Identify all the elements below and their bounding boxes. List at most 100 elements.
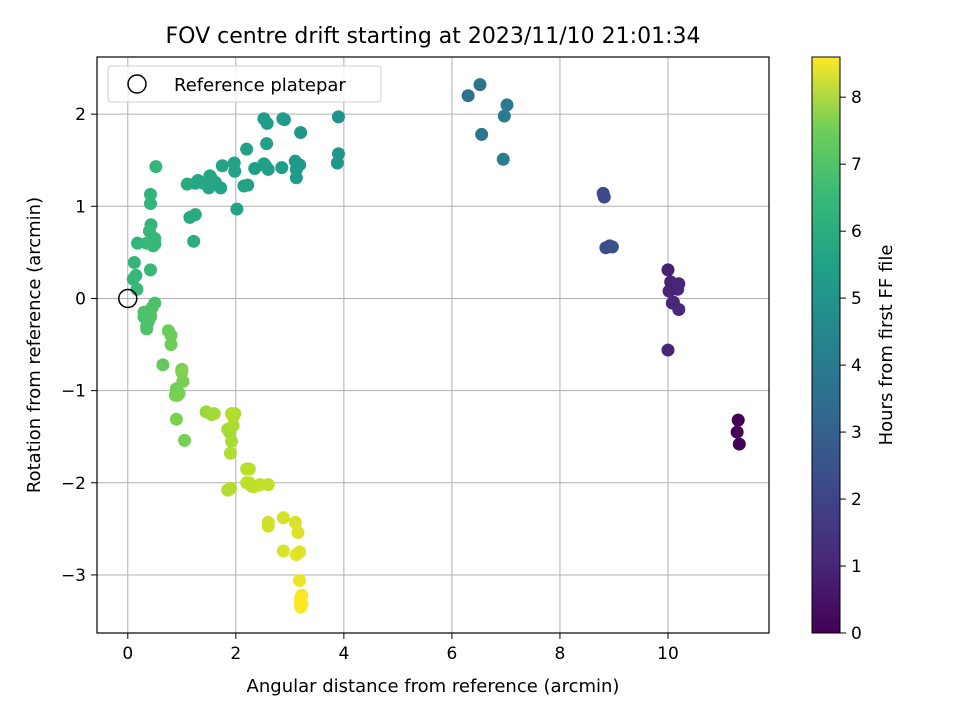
legend-box bbox=[107, 65, 382, 103]
data-point bbox=[661, 343, 675, 357]
colorbar-tick-label: 1 bbox=[851, 557, 862, 577]
data-point bbox=[242, 462, 256, 476]
data-point bbox=[731, 413, 745, 427]
x-tick-label: 8 bbox=[555, 644, 566, 664]
y-tick-label: −3 bbox=[61, 566, 86, 586]
y-axis: −3 −2 −1 0 1 2 bbox=[61, 105, 97, 586]
data-point bbox=[226, 409, 240, 423]
y-axis-label: Rotation from reference (arcmin) bbox=[24, 197, 45, 493]
colorbar-ticks: 0 1 2 3 4 5 6 7 8 bbox=[840, 88, 862, 644]
data-point bbox=[180, 177, 194, 191]
legend-entry: Reference platepar bbox=[174, 75, 346, 96]
data-point bbox=[330, 156, 344, 170]
data-point bbox=[662, 284, 676, 298]
data-point bbox=[289, 171, 303, 185]
colorbar-tick-label: 7 bbox=[851, 155, 862, 175]
data-point bbox=[188, 208, 202, 222]
data-point bbox=[131, 236, 145, 250]
data-point bbox=[294, 591, 308, 605]
data-point bbox=[260, 137, 274, 151]
data-point bbox=[164, 338, 178, 352]
data-point bbox=[226, 419, 240, 433]
data-point bbox=[240, 142, 254, 156]
colorbar-tick-label: 2 bbox=[851, 490, 862, 510]
data-point bbox=[294, 600, 308, 614]
y-tick-label: 2 bbox=[75, 105, 86, 125]
data-point bbox=[597, 190, 611, 204]
data-point bbox=[275, 161, 289, 175]
data-point bbox=[187, 234, 201, 248]
data-point bbox=[661, 263, 675, 277]
y-tick-label: 0 bbox=[75, 289, 86, 309]
colorbar-tick-label: 0 bbox=[851, 624, 862, 644]
data-point bbox=[461, 89, 475, 103]
data-point bbox=[248, 162, 262, 176]
data-point bbox=[143, 263, 157, 277]
colorbar-tick-label: 6 bbox=[851, 222, 862, 242]
data-point bbox=[223, 446, 237, 460]
colorbar-tick-label: 4 bbox=[851, 356, 862, 376]
data-point bbox=[143, 308, 157, 322]
x-tick-label: 6 bbox=[446, 644, 457, 664]
data-point bbox=[605, 240, 619, 254]
data-point bbox=[140, 236, 154, 250]
data-point bbox=[496, 152, 510, 166]
colorbar-gradient bbox=[811, 56, 841, 634]
data-point bbox=[288, 515, 302, 529]
data-point bbox=[237, 179, 251, 193]
data-point bbox=[293, 573, 307, 587]
data-point bbox=[261, 478, 275, 492]
data-point bbox=[473, 78, 487, 92]
data-point bbox=[143, 197, 157, 211]
data-point bbox=[291, 526, 305, 540]
data-point bbox=[672, 303, 686, 317]
data-point bbox=[500, 98, 514, 112]
data-point bbox=[225, 434, 239, 448]
data-point bbox=[126, 272, 140, 286]
plot-frame bbox=[96, 56, 770, 634]
data-point bbox=[230, 202, 244, 216]
legend-marker bbox=[127, 74, 147, 94]
data-point bbox=[169, 412, 183, 426]
data-point bbox=[223, 481, 237, 495]
data-point bbox=[276, 544, 290, 558]
data-point bbox=[227, 156, 241, 170]
x-tick-label: 10 bbox=[657, 644, 679, 664]
y-tick-label: −1 bbox=[61, 382, 86, 402]
data-point bbox=[261, 519, 275, 533]
data-point bbox=[175, 365, 189, 379]
colorbar-tick-label: 5 bbox=[851, 289, 862, 309]
data-point bbox=[164, 328, 178, 342]
x-tick-label: 2 bbox=[230, 644, 241, 664]
data-point bbox=[130, 282, 144, 296]
colorbar-tick-label: 8 bbox=[851, 88, 862, 108]
reference-platepar-marker bbox=[118, 288, 138, 309]
data-point bbox=[331, 110, 345, 124]
y-tick-label: 1 bbox=[75, 197, 86, 217]
data-point bbox=[293, 545, 307, 559]
colorbar: 0 1 2 3 4 5 6 7 8 Hours from first FF file bbox=[811, 56, 897, 644]
data-point bbox=[732, 437, 746, 451]
data-point bbox=[207, 407, 221, 421]
data-point bbox=[149, 160, 163, 174]
data-point bbox=[127, 256, 141, 270]
data-point bbox=[730, 425, 744, 439]
data-point bbox=[276, 112, 290, 126]
chart-title: FOV centre drift starting at 2023/11/10 … bbox=[166, 24, 701, 49]
data-point bbox=[215, 159, 229, 173]
legend: Reference platepar bbox=[107, 65, 382, 103]
x-tick-label: 0 bbox=[122, 644, 133, 664]
data-point bbox=[143, 187, 157, 201]
data-point bbox=[475, 127, 489, 141]
data-point bbox=[294, 126, 308, 140]
y-tick-label: −2 bbox=[61, 474, 86, 494]
data-point bbox=[497, 109, 511, 123]
colorbar-label: Hours from first FF file bbox=[876, 245, 897, 446]
plot-points bbox=[126, 78, 746, 614]
colorbar-tick-label: 3 bbox=[851, 423, 862, 443]
data-point bbox=[140, 322, 154, 336]
x-axis: 0 2 4 6 8 10 bbox=[122, 633, 679, 664]
data-point bbox=[178, 433, 192, 447]
data-point bbox=[142, 224, 156, 238]
